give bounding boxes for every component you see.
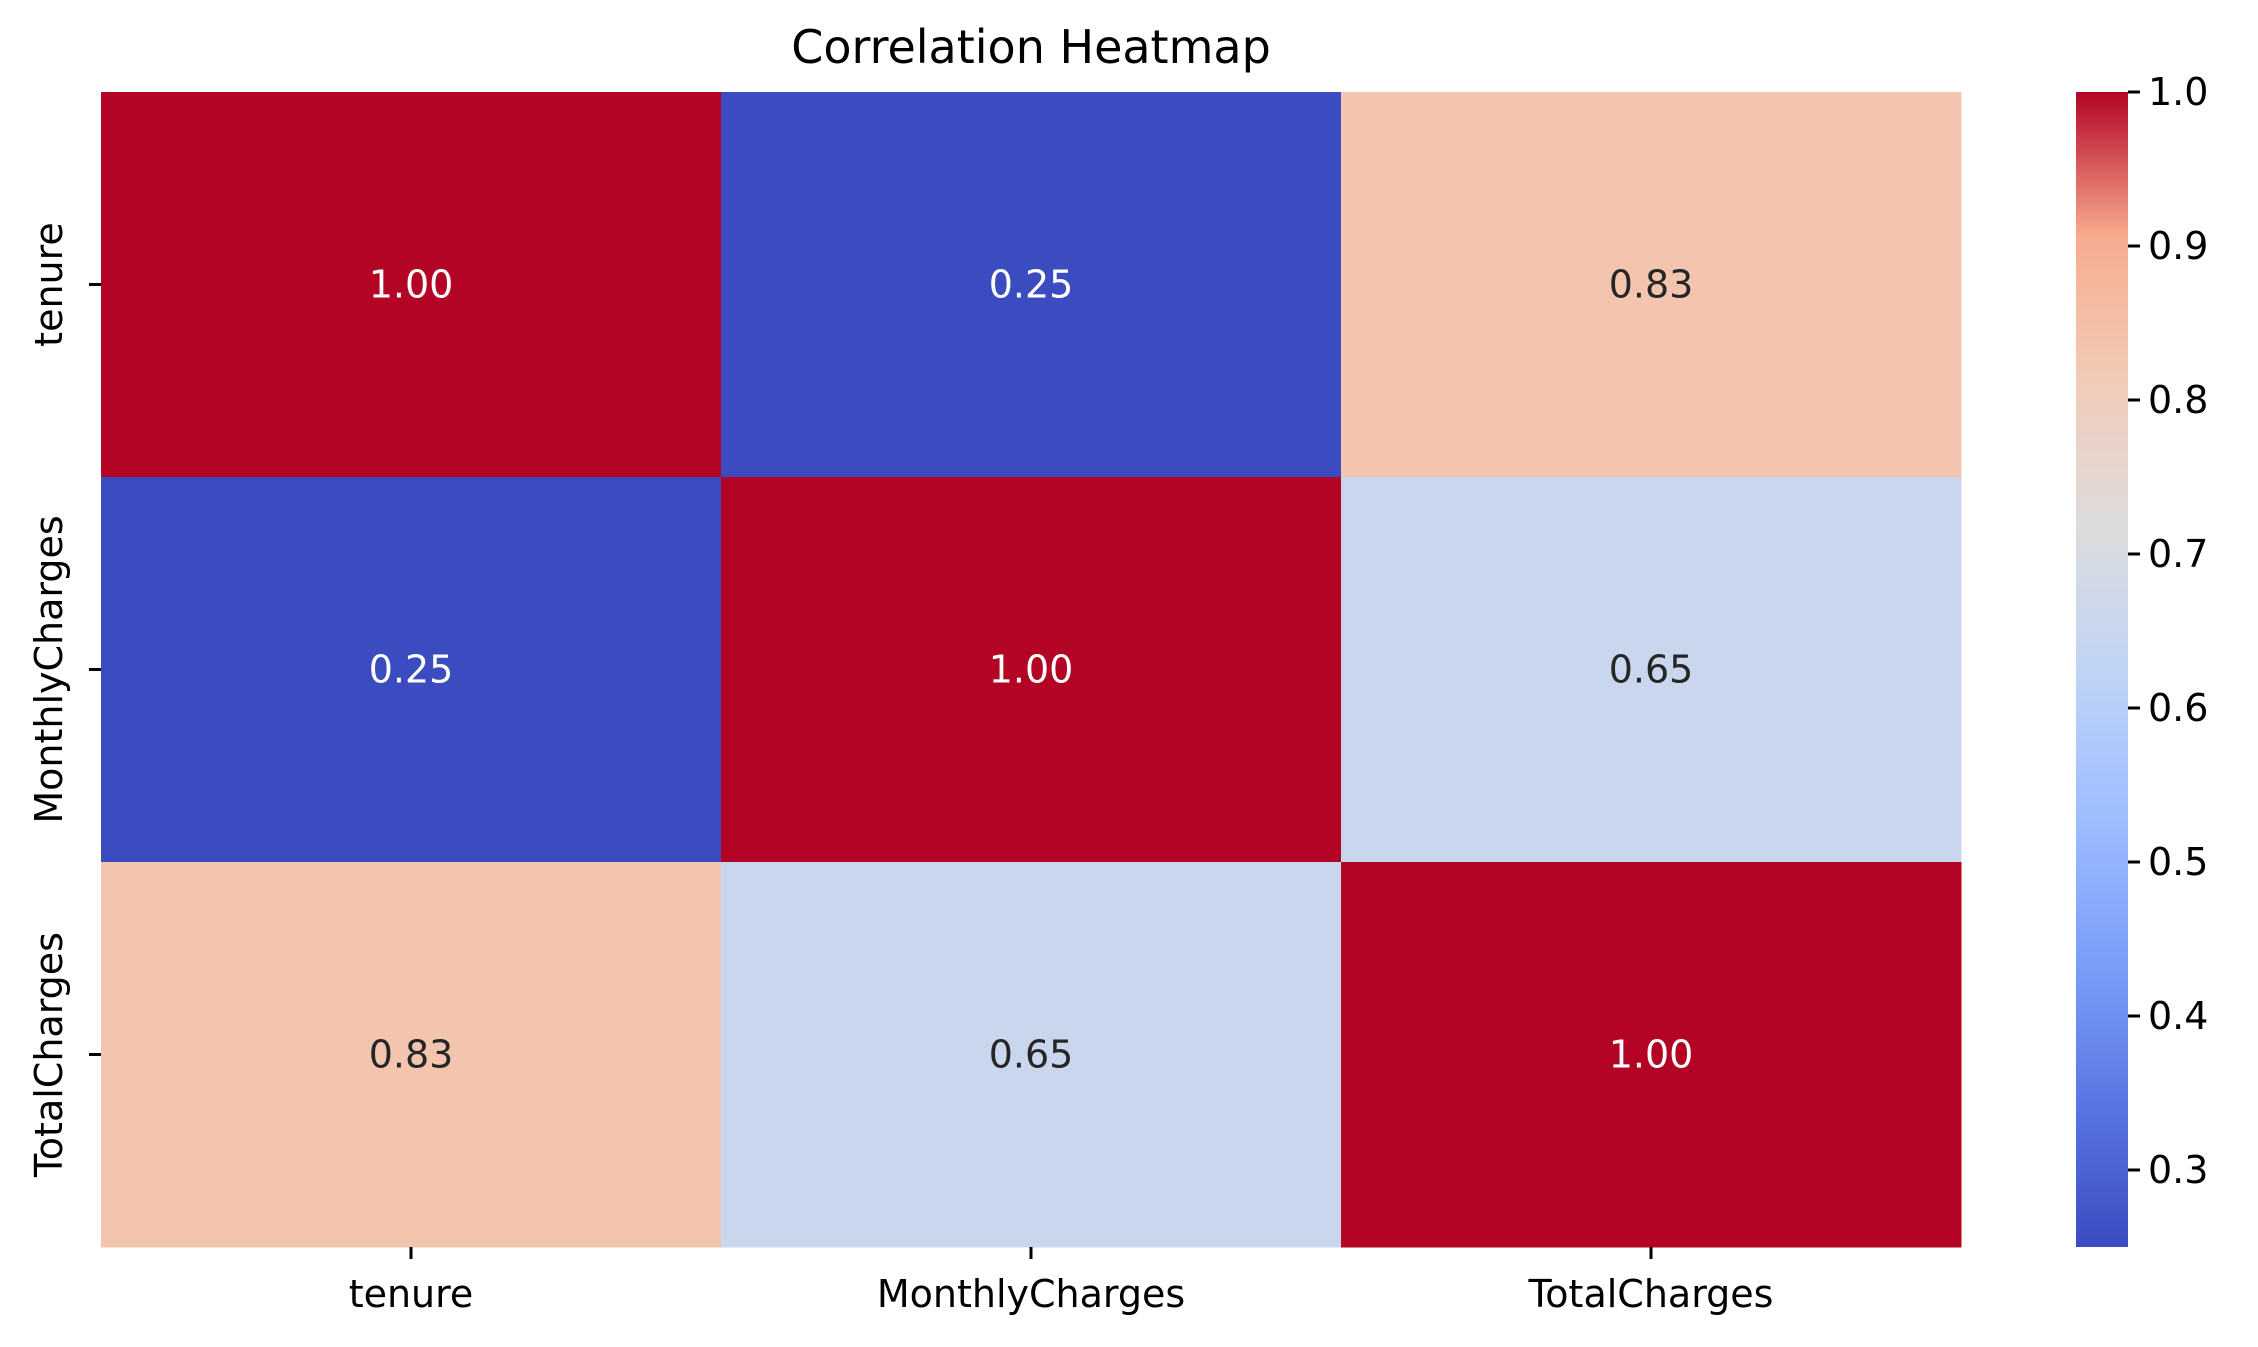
cell-label-monthly-charges-tenure: 0.25	[369, 648, 454, 692]
colorbar-tick-label: 1.0	[2148, 70, 2208, 114]
cell-label-tenure-monthly-charges: 0.25	[989, 263, 1074, 307]
colorbar-tick-label: 0.9	[2148, 224, 2208, 268]
heatmap-cell-total-charges-tenure	[101, 862, 722, 1248]
colorbar-tick-label: 0.5	[2148, 840, 2208, 884]
colorbar-tick-label: 0.7	[2148, 532, 2208, 576]
heatmap-cell-tenure-monthly-charges	[721, 92, 1342, 478]
y-axis-ticks: tenure MonthlyCharges TotalCharges	[27, 222, 101, 1178]
cell-label-total-charges-tenure: 0.83	[369, 1033, 454, 1077]
chart-title: Correlation Heatmap	[791, 20, 1271, 74]
y-tick-label-monthly-charges: MonthlyCharges	[27, 515, 71, 823]
heatmap-cell-tenure-tenure	[101, 92, 722, 478]
colorbar-tick-label: 0.8	[2148, 378, 2208, 422]
x-axis-ticks: tenure MonthlyCharges TotalCharges	[349, 1247, 1774, 1316]
y-tick-label-total-charges: TotalCharges	[27, 932, 71, 1178]
cell-label-tenure-total-charges: 0.83	[1609, 263, 1694, 307]
heatmap-cell-monthly-charges-monthly-charges	[721, 477, 1342, 863]
colorbar-tick-label: 0.6	[2148, 686, 2208, 730]
heatmap-cell-total-charges-monthly-charges	[721, 862, 1342, 1248]
heatmap-cell-total-charges-total-charges	[1341, 862, 1962, 1248]
x-tick-label-monthly-charges: MonthlyCharges	[877, 1272, 1185, 1316]
colorbar-gradient	[2076, 92, 2128, 1247]
heatmap-cells: 1.00 0.25 0.83 0.25 1.00 0.65 0.83 0.65 1.00	[101, 92, 1962, 1248]
heatmap-cell-monthly-charges-total-charges	[1341, 477, 1962, 863]
x-tick-label-tenure: tenure	[349, 1272, 474, 1316]
cell-label-total-charges-monthly-charges: 0.65	[989, 1033, 1074, 1077]
x-tick-label-total-charges: TotalCharges	[1528, 1272, 1774, 1316]
colorbar: 0.3 0.4 0.5 0.6 0.7 0.8 0.9 1.0	[2076, 70, 2208, 1247]
cell-label-total-charges-total-charges: 1.00	[1609, 1033, 1694, 1077]
cell-label-monthly-charges-monthly-charges: 1.00	[989, 648, 1074, 692]
heatmap-cell-tenure-total-charges	[1341, 92, 1962, 478]
y-tick-label-tenure: tenure	[27, 222, 71, 347]
heatmap-cell-monthly-charges-tenure	[101, 477, 722, 863]
colorbar-tick-label: 0.4	[2148, 994, 2208, 1038]
cell-label-tenure-tenure: 1.00	[369, 263, 454, 307]
cell-label-monthly-charges-total-charges: 0.65	[1609, 648, 1694, 692]
colorbar-tick-label: 0.3	[2148, 1148, 2208, 1192]
